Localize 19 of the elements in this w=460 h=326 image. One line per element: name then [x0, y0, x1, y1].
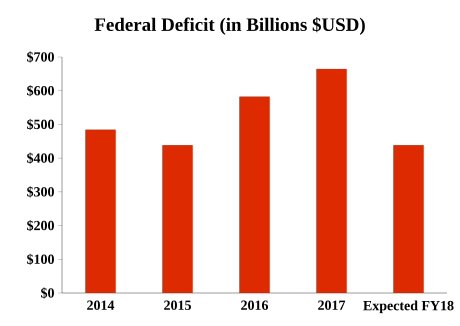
y-tick-label: $500 — [27, 118, 54, 130]
y-tick-label: $600 — [27, 85, 54, 96]
y-tick-label: $300 — [27, 186, 54, 198]
y-tick-label: $100 — [27, 254, 54, 265]
x-tick-label: 2017 — [318, 300, 346, 310]
x-tick-label: 2014 — [87, 300, 114, 310]
bar — [239, 96, 270, 293]
x-tick-label: 2015 — [164, 300, 191, 310]
bar — [85, 130, 116, 293]
y-tick-label: $200 — [27, 220, 54, 232]
chart-title: Federal Deficit (in Billions $USD) — [94, 17, 365, 35]
y-tick-label: $400 — [27, 152, 54, 164]
x-tick-label: 2016 — [241, 300, 268, 310]
y-tick-label: $700 — [27, 51, 54, 63]
y-tick-label: $0 — [41, 287, 54, 299]
x-tick-label: Expected FY18 — [363, 300, 454, 314]
bar — [316, 68, 347, 293]
bar — [393, 145, 424, 293]
bar — [162, 145, 193, 293]
